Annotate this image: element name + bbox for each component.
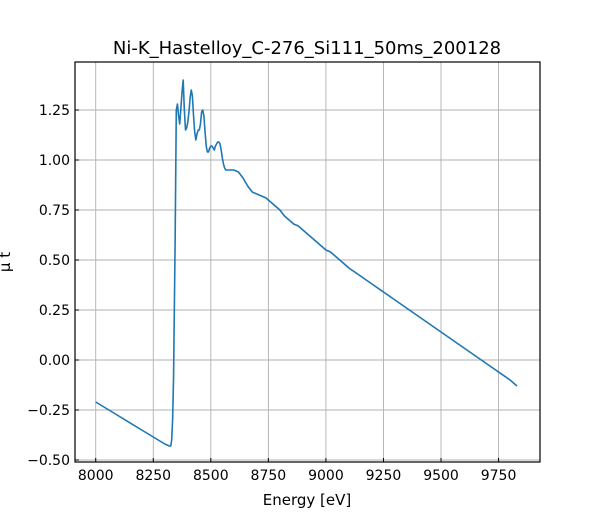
y-axis-label: μ t (0, 252, 14, 272)
series-line (95, 79, 518, 447)
y-tick-label: −0.25 (27, 403, 70, 419)
x-tick-label: 9500 (423, 468, 459, 484)
grid (75, 62, 540, 462)
y-tick-label: 1.00 (39, 153, 70, 169)
series-layer (95, 79, 518, 447)
y-tick-label: 1.25 (39, 103, 70, 119)
y-tick-label: 0.00 (39, 353, 70, 369)
x-tick-label: 8000 (78, 468, 114, 484)
y-axis-ticks: −0.50 −0.25 0.00 0.25 0.50 0.75 1.00 1.25 (27, 103, 79, 469)
y-tick-label: 0.75 (39, 203, 70, 219)
y-tick-label: 0.50 (39, 253, 70, 269)
x-tick-label: 8250 (135, 468, 171, 484)
plot-frame (74, 61, 541, 463)
chart-title: Ni-K_Hastelloy_C-276_Si111_50ms_200128 (113, 38, 501, 59)
x-tick-label: 9000 (308, 468, 344, 484)
y-tick-label: −0.50 (27, 453, 70, 469)
x-tick-label: 9750 (481, 468, 517, 484)
x-axis-label: Energy [eV] (263, 491, 351, 509)
x-axis-ticks: 8000 8250 8500 8750 9000 9250 9500 9750 (78, 458, 516, 484)
y-tick-label: 0.25 (39, 303, 70, 319)
x-tick-label: 9250 (366, 468, 402, 484)
x-tick-label: 8750 (251, 468, 287, 484)
x-tick-label: 8500 (193, 468, 229, 484)
